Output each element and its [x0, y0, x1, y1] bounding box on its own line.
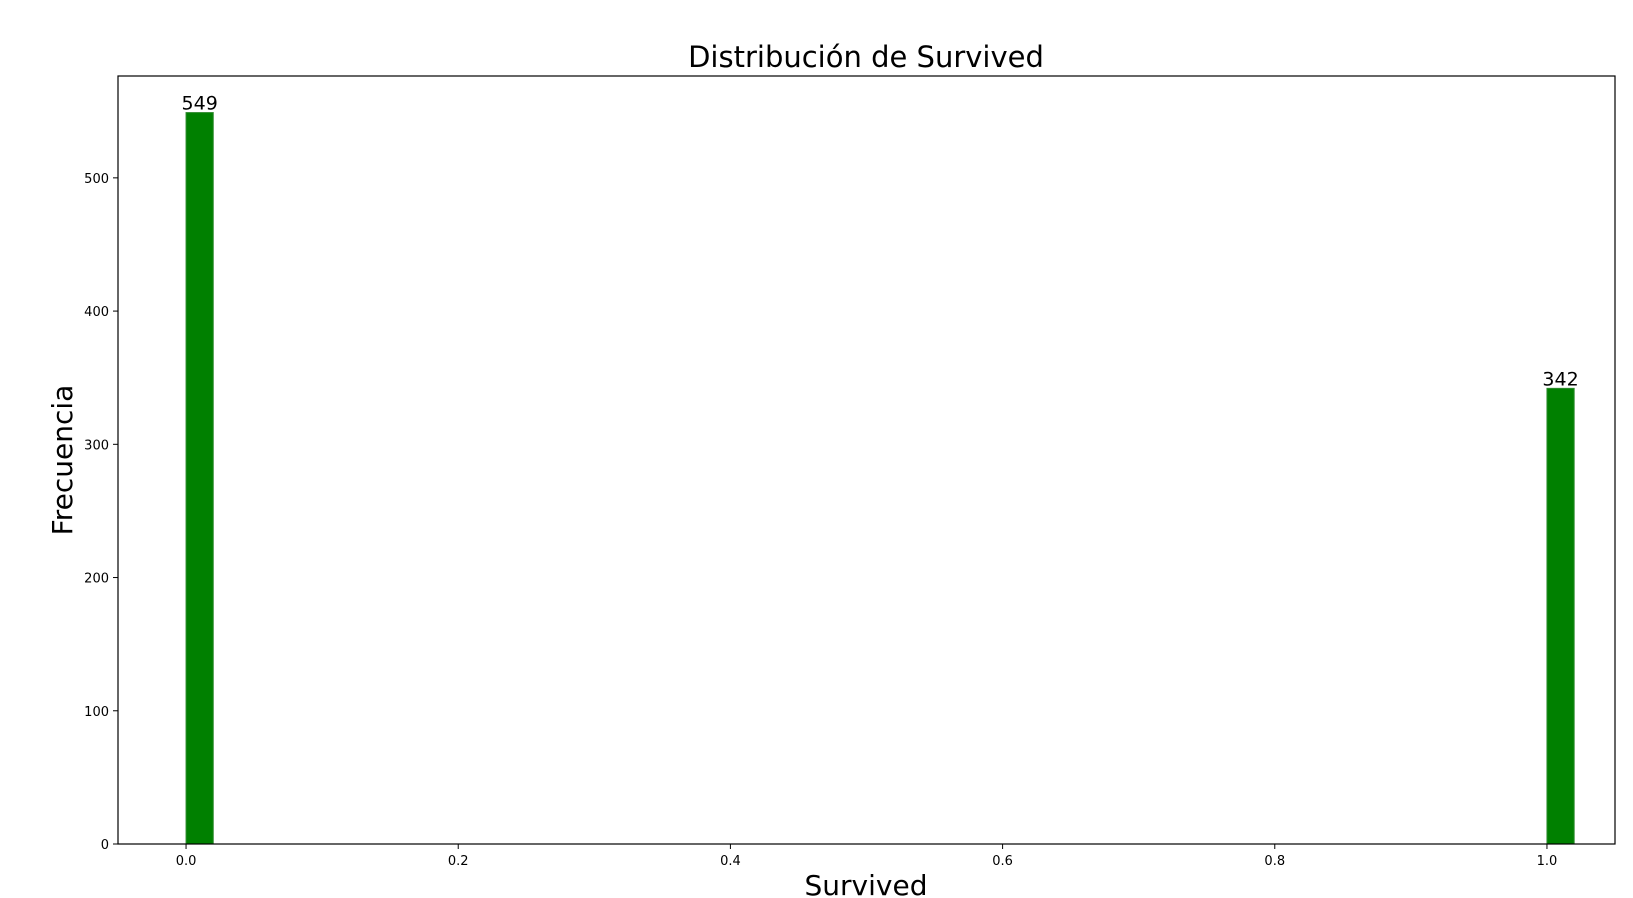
bar: [185, 112, 214, 845]
y-tick-label: 500: [84, 172, 109, 187]
bar-value-label: 342: [1542, 368, 1578, 390]
x-tick-label: 0.4: [720, 854, 741, 869]
chart-title: Distribución de Survived: [688, 40, 1044, 74]
y-tick-label: 100: [84, 705, 109, 720]
x-axis-ticks: 0.0 0.2 0.4 0.6 0.8 1.0: [176, 844, 1558, 869]
y-tick-label: 0: [101, 838, 109, 853]
y-tick-label: 300: [84, 438, 109, 453]
x-tick-label: 0.0: [176, 854, 197, 869]
y-axis-ticks: 0 100 200 300 400 500: [84, 172, 118, 853]
x-tick-label: 0.2: [448, 854, 469, 869]
plot-frame: [117, 75, 1616, 845]
bar-value-label: 549: [182, 93, 218, 115]
bars-group: 549 342: [182, 93, 1579, 845]
y-axis-label: Frecuencia: [46, 385, 79, 536]
y-tick-label: 400: [84, 305, 109, 320]
x-tick-label: 0.6: [992, 854, 1013, 869]
x-tick-label: 1.0: [1537, 854, 1558, 869]
y-tick-label: 200: [84, 572, 109, 587]
bar: [1546, 387, 1575, 845]
x-axis-label: Survived: [805, 869, 928, 898]
x-tick-label: 0.8: [1264, 854, 1285, 869]
